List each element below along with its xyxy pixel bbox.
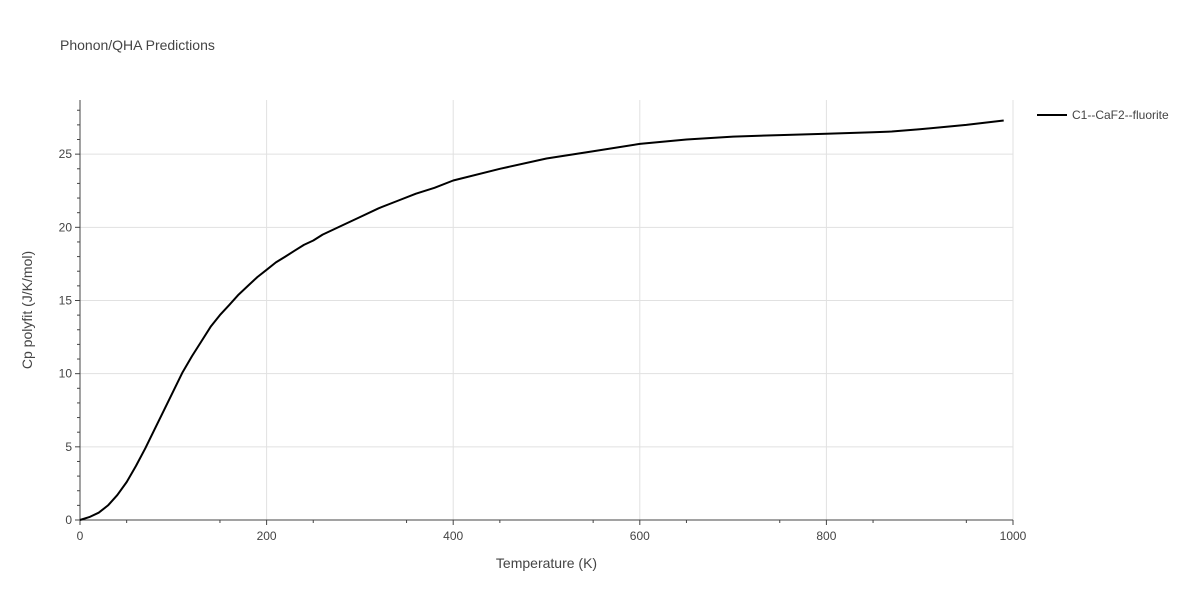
chart-title: Phonon/QHA Predictions — [60, 37, 215, 53]
series-layer — [79, 119, 1004, 521]
legend[interactable]: C1--CaF2--fluorite — [1037, 108, 1169, 122]
x-tick-label: 600 — [630, 529, 650, 543]
x-tick-label: 1000 — [1000, 529, 1027, 543]
legend-label: C1--CaF2--fluorite — [1072, 108, 1169, 122]
y-axis-title: Cp polyfit (J/K/mol) — [19, 251, 35, 369]
y-tick-label: 5 — [65, 440, 72, 454]
series-line — [79, 119, 1004, 521]
y-tick-label: 20 — [59, 220, 73, 234]
x-tick-label: 800 — [816, 529, 836, 543]
grid — [80, 100, 1014, 520]
x-axis-title: Temperature (K) — [496, 555, 597, 571]
x-tick-label: 200 — [257, 529, 277, 543]
x-tick-label: 0 — [77, 529, 84, 543]
y-tick-label: 15 — [59, 293, 73, 307]
y-tick-label: 25 — [59, 147, 73, 161]
ticks: 0 200 400 600 800 1000 0 5 10 15 20 25 — [59, 109, 1027, 543]
x-tick-label: 400 — [443, 529, 463, 543]
axes — [79, 100, 1013, 521]
y-tick-label: 10 — [59, 367, 73, 381]
y-tick-label: 0 — [65, 513, 72, 527]
